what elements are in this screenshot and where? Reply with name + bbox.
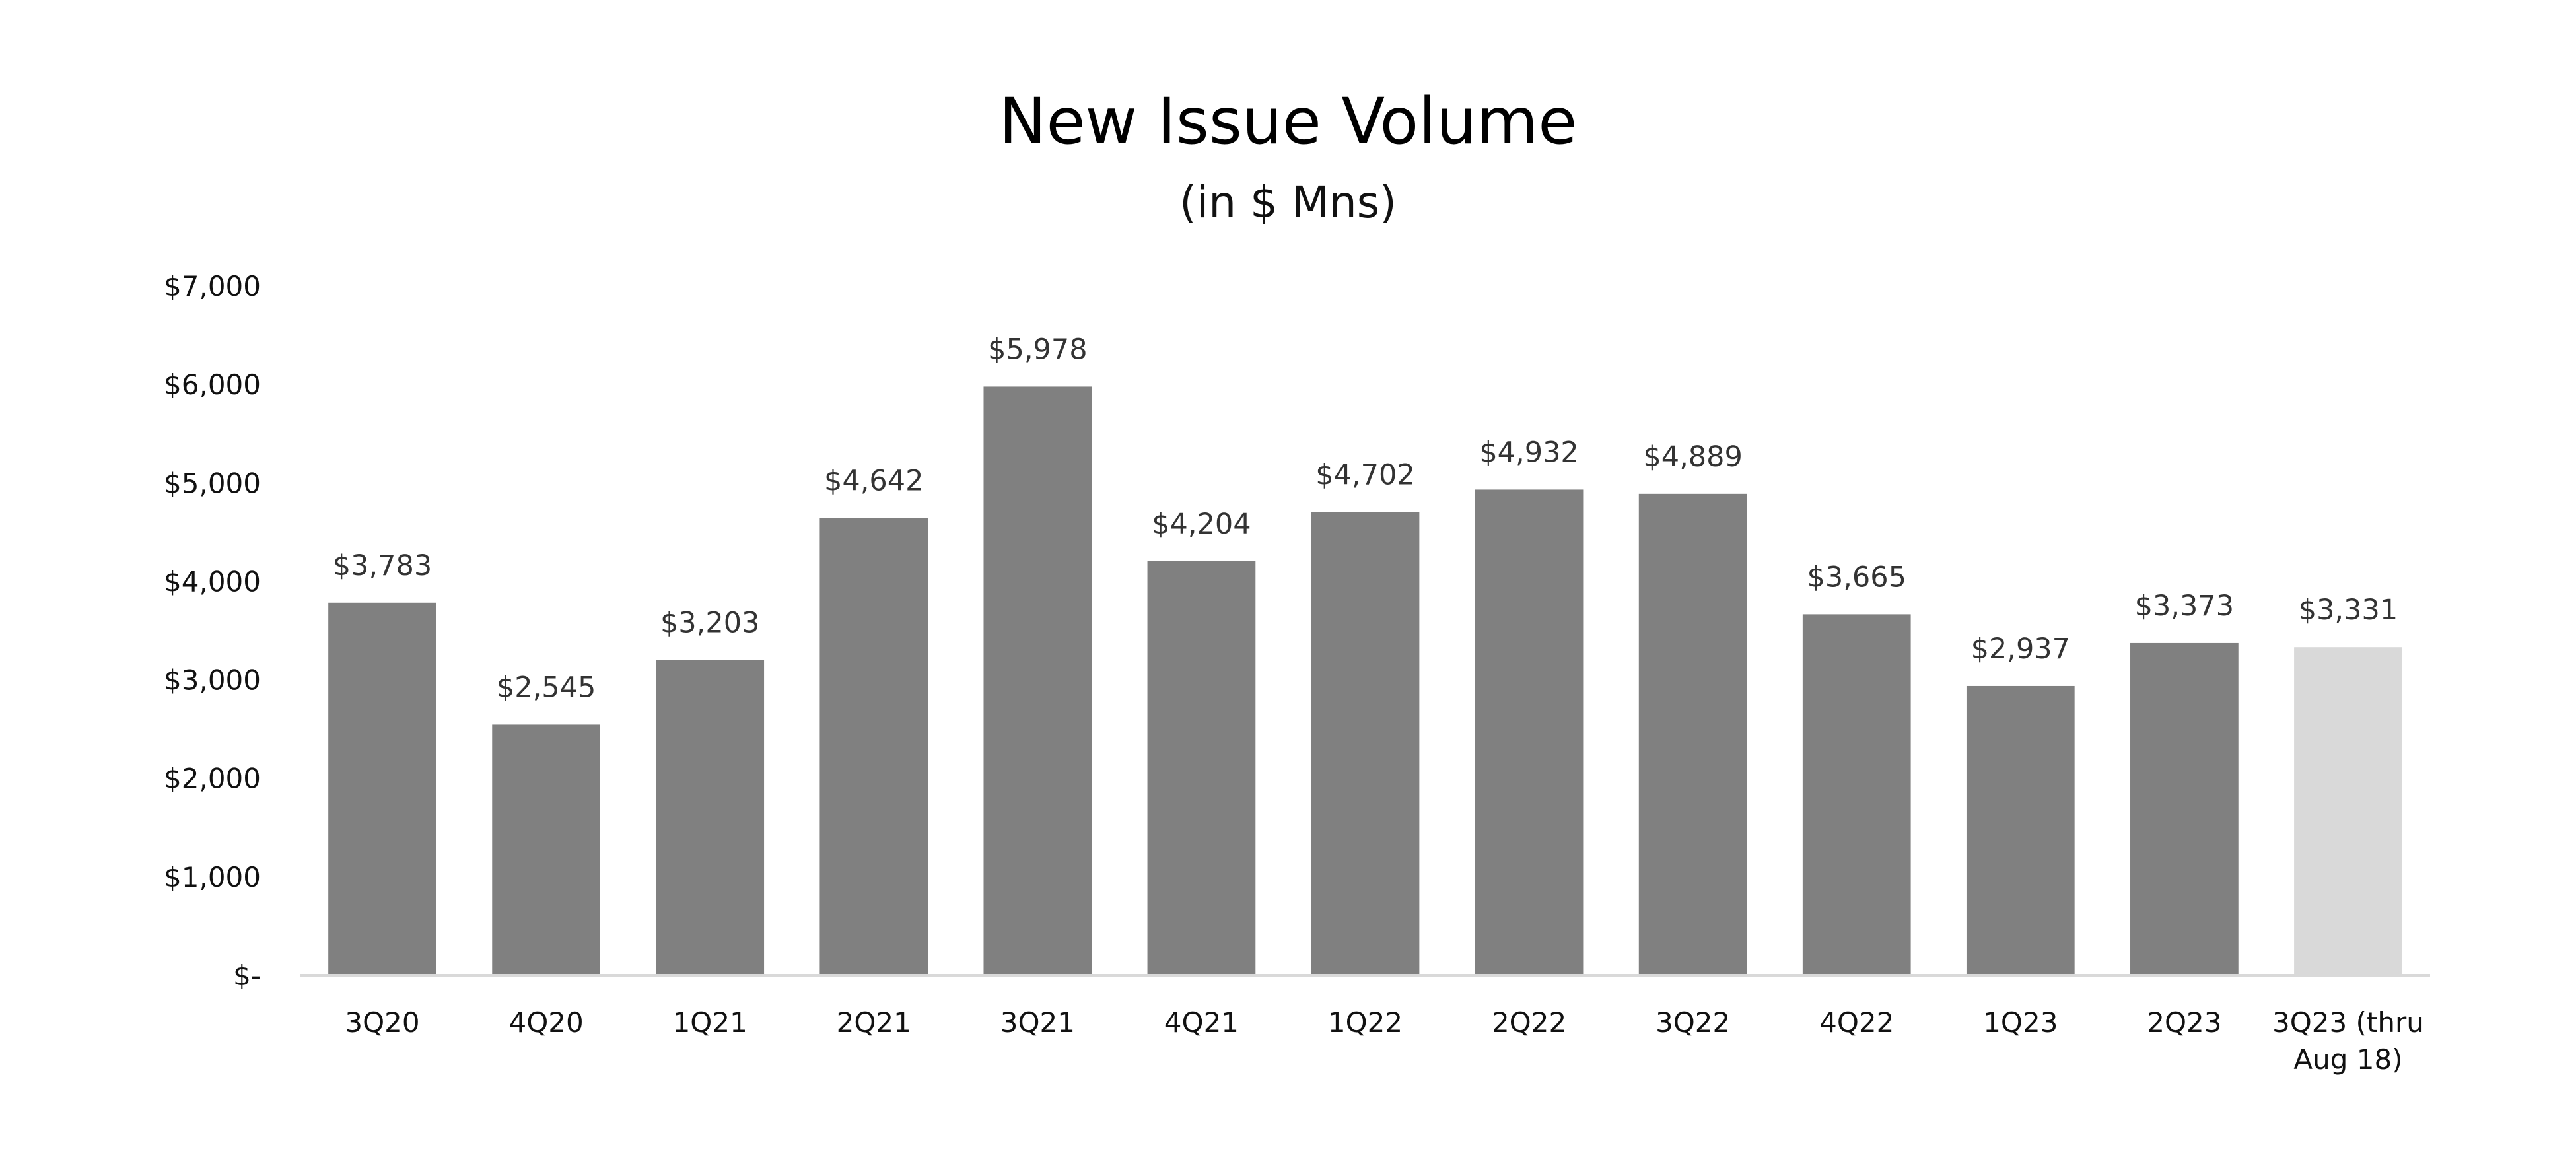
data-label: $3,331 bbox=[2299, 594, 2398, 627]
bar bbox=[819, 518, 928, 975]
x-tick-label: 2Q21 bbox=[837, 1006, 911, 1039]
bar bbox=[2294, 647, 2402, 975]
data-label: $4,204 bbox=[1152, 508, 1251, 541]
y-tick-label: $1,000 bbox=[164, 861, 261, 893]
x-tick-label: 4Q21 bbox=[1164, 1006, 1239, 1039]
data-label: $4,932 bbox=[1479, 436, 1578, 469]
data-label: $3,373 bbox=[2135, 590, 2234, 623]
y-tick-label: $- bbox=[233, 959, 261, 992]
data-label: $3,783 bbox=[333, 549, 432, 582]
x-tick-label: 3Q20 bbox=[345, 1006, 419, 1039]
bar bbox=[656, 660, 765, 975]
bar bbox=[1802, 614, 1911, 975]
bar bbox=[1638, 493, 1747, 975]
bar bbox=[1147, 561, 1256, 975]
y-tick-label: $7,000 bbox=[164, 270, 261, 302]
data-label: $4,702 bbox=[1315, 459, 1414, 492]
x-tick-label: 3Q22 bbox=[1655, 1006, 1730, 1039]
chart-title: New Issue Volume bbox=[998, 85, 1578, 158]
data-label: $2,545 bbox=[497, 671, 596, 704]
y-tick-label: $5,000 bbox=[164, 467, 261, 499]
data-label: $2,937 bbox=[1971, 633, 2070, 666]
x-tick-label: 3Q23 (thru bbox=[2272, 1006, 2424, 1039]
bar bbox=[983, 386, 1092, 975]
x-tick-label: 4Q22 bbox=[1819, 1006, 1894, 1039]
x-tick-label: 1Q22 bbox=[1328, 1006, 1403, 1039]
x-tick-label: 1Q21 bbox=[673, 1006, 748, 1039]
bar bbox=[1311, 512, 1420, 975]
x-tick-label: 2Q23 bbox=[2147, 1006, 2221, 1039]
bar bbox=[1966, 685, 2075, 975]
y-tick-label: $6,000 bbox=[164, 368, 261, 401]
bar bbox=[328, 602, 436, 975]
x-tick-label: Aug 18) bbox=[2293, 1043, 2402, 1076]
bar bbox=[492, 724, 600, 975]
chart-subtitle: (in $ Mns) bbox=[1179, 177, 1397, 228]
data-label: $3,203 bbox=[660, 606, 759, 639]
data-label: $4,642 bbox=[824, 465, 923, 498]
data-label: $3,665 bbox=[1807, 561, 1906, 594]
y-tick-label: $2,000 bbox=[164, 763, 261, 795]
x-tick-label: 3Q21 bbox=[1000, 1006, 1075, 1039]
data-label: $5,978 bbox=[988, 333, 1087, 366]
x-tick-label: 2Q22 bbox=[1492, 1006, 1566, 1039]
y-tick-label: $4,000 bbox=[164, 565, 261, 598]
data-label: $4,889 bbox=[1643, 440, 1742, 473]
x-tick-label: 1Q23 bbox=[1983, 1006, 2058, 1039]
y-tick-label: $3,000 bbox=[164, 664, 261, 697]
x-tick-label: 4Q20 bbox=[508, 1006, 583, 1039]
bar bbox=[2130, 642, 2239, 975]
bar bbox=[1475, 489, 1584, 975]
